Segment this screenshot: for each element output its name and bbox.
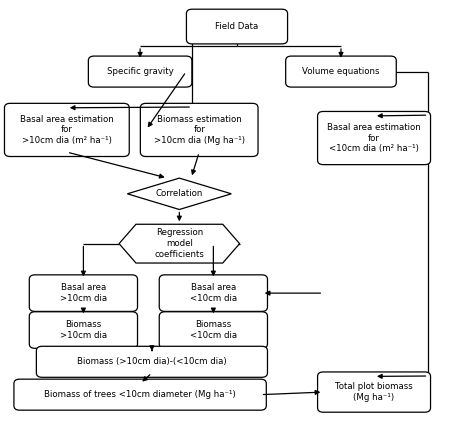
Text: Basal area
<10cm dia: Basal area <10cm dia xyxy=(190,283,237,303)
FancyBboxPatch shape xyxy=(29,275,137,311)
Text: Correlation: Correlation xyxy=(155,189,203,198)
FancyBboxPatch shape xyxy=(159,275,267,311)
FancyBboxPatch shape xyxy=(159,312,267,348)
Text: Biomass estimation
for
>10cm dia (Mg ha⁻¹): Biomass estimation for >10cm dia (Mg ha⁻… xyxy=(154,115,245,145)
Text: Specific gravity: Specific gravity xyxy=(107,67,173,76)
FancyBboxPatch shape xyxy=(4,104,129,156)
FancyBboxPatch shape xyxy=(29,312,137,348)
FancyBboxPatch shape xyxy=(286,56,396,87)
Text: Basal area estimation
for
<10cm dia (m² ha⁻¹): Basal area estimation for <10cm dia (m² … xyxy=(327,123,421,153)
FancyBboxPatch shape xyxy=(186,9,288,44)
Text: Biomass
<10cm dia: Biomass <10cm dia xyxy=(190,320,237,340)
Text: Volume equations: Volume equations xyxy=(302,67,380,76)
FancyBboxPatch shape xyxy=(318,372,430,412)
Polygon shape xyxy=(128,178,231,210)
Text: Field Data: Field Data xyxy=(215,22,259,31)
Polygon shape xyxy=(119,224,239,263)
FancyBboxPatch shape xyxy=(36,346,267,377)
FancyBboxPatch shape xyxy=(318,112,430,164)
FancyBboxPatch shape xyxy=(88,56,192,87)
Text: Biomass (>10cm dia)-(<10cm dia): Biomass (>10cm dia)-(<10cm dia) xyxy=(77,357,227,366)
Text: Total plot biomass
(Mg ha⁻¹): Total plot biomass (Mg ha⁻¹) xyxy=(335,382,413,402)
Text: Biomass of trees <10cm diameter (Mg ha⁻¹): Biomass of trees <10cm diameter (Mg ha⁻¹… xyxy=(44,390,236,399)
FancyBboxPatch shape xyxy=(14,379,266,410)
Text: Biomass
>10cm dia: Biomass >10cm dia xyxy=(60,320,107,340)
Text: Regression
model
coefficients: Regression model coefficients xyxy=(155,228,204,259)
FancyBboxPatch shape xyxy=(140,104,258,156)
Text: Basal area estimation
for
>10cm dia (m² ha⁻¹): Basal area estimation for >10cm dia (m² … xyxy=(20,115,114,145)
Text: Basal area
>10cm dia: Basal area >10cm dia xyxy=(60,283,107,303)
